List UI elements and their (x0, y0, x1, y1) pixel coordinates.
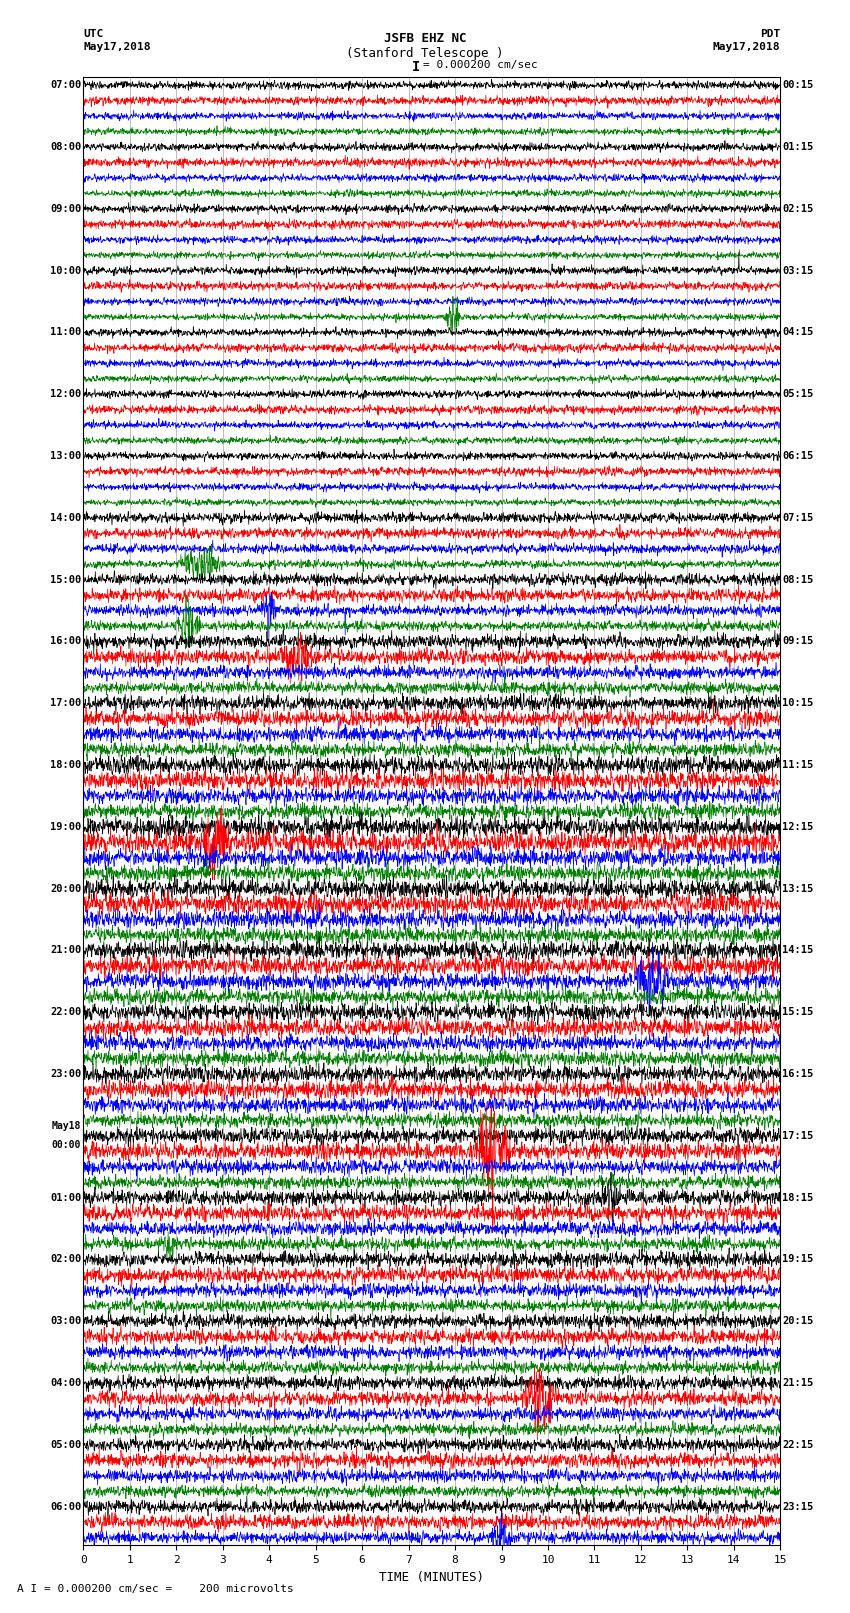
Text: 00:00: 00:00 (52, 1140, 82, 1150)
Text: A I = 0.000200 cm/sec =    200 microvolts: A I = 0.000200 cm/sec = 200 microvolts (17, 1584, 294, 1594)
Text: 12:00: 12:00 (50, 389, 82, 398)
Text: 09:00: 09:00 (50, 203, 82, 215)
Text: 01:00: 01:00 (50, 1192, 82, 1203)
Text: 22:15: 22:15 (782, 1440, 813, 1450)
Text: 21:00: 21:00 (50, 945, 82, 955)
Text: 19:15: 19:15 (782, 1255, 813, 1265)
Text: PDT: PDT (760, 29, 780, 39)
Text: 05:00: 05:00 (50, 1440, 82, 1450)
Text: 22:00: 22:00 (50, 1007, 82, 1018)
Text: 21:15: 21:15 (782, 1378, 813, 1389)
Text: 07:15: 07:15 (782, 513, 813, 523)
Text: 15:15: 15:15 (782, 1007, 813, 1018)
Text: 06:15: 06:15 (782, 452, 813, 461)
Text: 18:15: 18:15 (782, 1192, 813, 1203)
Text: 05:15: 05:15 (782, 389, 813, 398)
Text: 17:15: 17:15 (782, 1131, 813, 1140)
Text: 02:00: 02:00 (50, 1255, 82, 1265)
Text: 11:00: 11:00 (50, 327, 82, 337)
Text: 04:15: 04:15 (782, 327, 813, 337)
Text: UTC: UTC (83, 29, 104, 39)
Text: 20:15: 20:15 (782, 1316, 813, 1326)
Text: = 0.000200 cm/sec: = 0.000200 cm/sec (423, 60, 538, 69)
X-axis label: TIME (MINUTES): TIME (MINUTES) (379, 1571, 484, 1584)
Text: 07:00: 07:00 (50, 81, 82, 90)
Text: 09:15: 09:15 (782, 637, 813, 647)
Text: 03:15: 03:15 (782, 266, 813, 276)
Text: 02:15: 02:15 (782, 203, 813, 215)
Text: 16:00: 16:00 (50, 637, 82, 647)
Text: 04:00: 04:00 (50, 1378, 82, 1389)
Text: 06:00: 06:00 (50, 1502, 82, 1511)
Text: I: I (412, 60, 421, 74)
Text: 20:00: 20:00 (50, 884, 82, 894)
Text: 16:15: 16:15 (782, 1069, 813, 1079)
Text: 17:00: 17:00 (50, 698, 82, 708)
Text: 19:00: 19:00 (50, 821, 82, 832)
Text: May17,2018: May17,2018 (83, 42, 150, 52)
Text: 01:15: 01:15 (782, 142, 813, 152)
Text: 00:15: 00:15 (782, 81, 813, 90)
Text: May17,2018: May17,2018 (713, 42, 780, 52)
Text: May18: May18 (52, 1121, 82, 1131)
Text: 08:00: 08:00 (50, 142, 82, 152)
Text: 03:00: 03:00 (50, 1316, 82, 1326)
Text: 10:00: 10:00 (50, 266, 82, 276)
Text: 23:15: 23:15 (782, 1502, 813, 1511)
Text: 15:00: 15:00 (50, 574, 82, 584)
Text: 12:15: 12:15 (782, 821, 813, 832)
Text: 10:15: 10:15 (782, 698, 813, 708)
Text: 23:00: 23:00 (50, 1069, 82, 1079)
Text: (Stanford Telescope ): (Stanford Telescope ) (346, 47, 504, 60)
Text: 14:15: 14:15 (782, 945, 813, 955)
Text: 08:15: 08:15 (782, 574, 813, 584)
Text: 11:15: 11:15 (782, 760, 813, 769)
Text: 14:00: 14:00 (50, 513, 82, 523)
Text: 18:00: 18:00 (50, 760, 82, 769)
Text: 13:15: 13:15 (782, 884, 813, 894)
Text: JSFB EHZ NC: JSFB EHZ NC (383, 32, 467, 45)
Text: 13:00: 13:00 (50, 452, 82, 461)
